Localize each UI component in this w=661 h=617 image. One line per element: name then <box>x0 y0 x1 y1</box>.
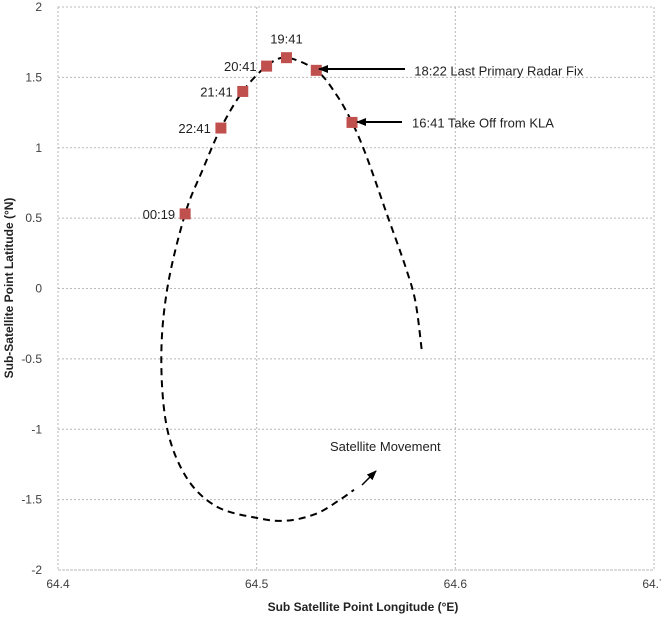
data-point-marker <box>215 122 227 134</box>
y-tick-label: 2 <box>35 0 42 14</box>
data-point-label: 22:41 <box>178 121 211 136</box>
y-tick-label: 1.5 <box>25 70 42 84</box>
tick-labels: 64.4 64.5 64.6 64.7 -2 -1.5 -1 -0.5 0 0.5 1 1.5 2 <box>21 0 661 591</box>
data-point-label: 16:41 Take Off from KLA <box>412 115 554 130</box>
y-tick-label: 1 <box>35 141 42 155</box>
data-point-label: 00:19 <box>143 207 176 222</box>
y-tick-label: -1 <box>31 422 42 436</box>
data-point-marker <box>179 208 191 220</box>
data-point-marker <box>346 116 358 128</box>
y-tick-label: 0.5 <box>25 211 42 225</box>
x-tick-label: 64.6 <box>444 577 468 591</box>
grid <box>57 6 655 571</box>
data-point-label: 20:41 <box>224 59 257 74</box>
data-point-label: 21:41 <box>200 84 233 99</box>
x-axis-title: Sub Satellite Point Longitude (°E) <box>268 600 459 614</box>
data-point-marker <box>280 52 292 64</box>
y-tick-label: 0 <box>35 282 42 296</box>
x-tick-label: 64.5 <box>245 577 269 591</box>
x-tick-label: 64.7 <box>642 577 661 591</box>
point-labels: 19:41 20:41 18:22 Last Primary Radar Fix 21… <box>143 32 584 222</box>
data-points <box>179 52 358 220</box>
satellite-movement-arrow <box>361 470 377 486</box>
satellite-track <box>160 56 423 522</box>
y-tick-label: -2 <box>31 563 42 577</box>
data-point-label: 19:41 <box>270 32 303 47</box>
data-point-marker <box>310 64 322 76</box>
x-tick-label: 64.4 <box>46 577 70 591</box>
data-point-label: 18:22 Last Primary Radar Fix <box>414 63 584 78</box>
y-axis-title: Sub-Satellite Point Latitude (°N) <box>2 198 16 379</box>
y-tick-label: -0.5 <box>21 352 42 366</box>
data-point-marker <box>261 60 273 72</box>
satellite-movement-label: Satellite Movement <box>330 439 441 454</box>
data-point-marker <box>237 85 249 97</box>
plot-border <box>57 6 655 571</box>
y-tick-label: -1.5 <box>21 493 42 507</box>
